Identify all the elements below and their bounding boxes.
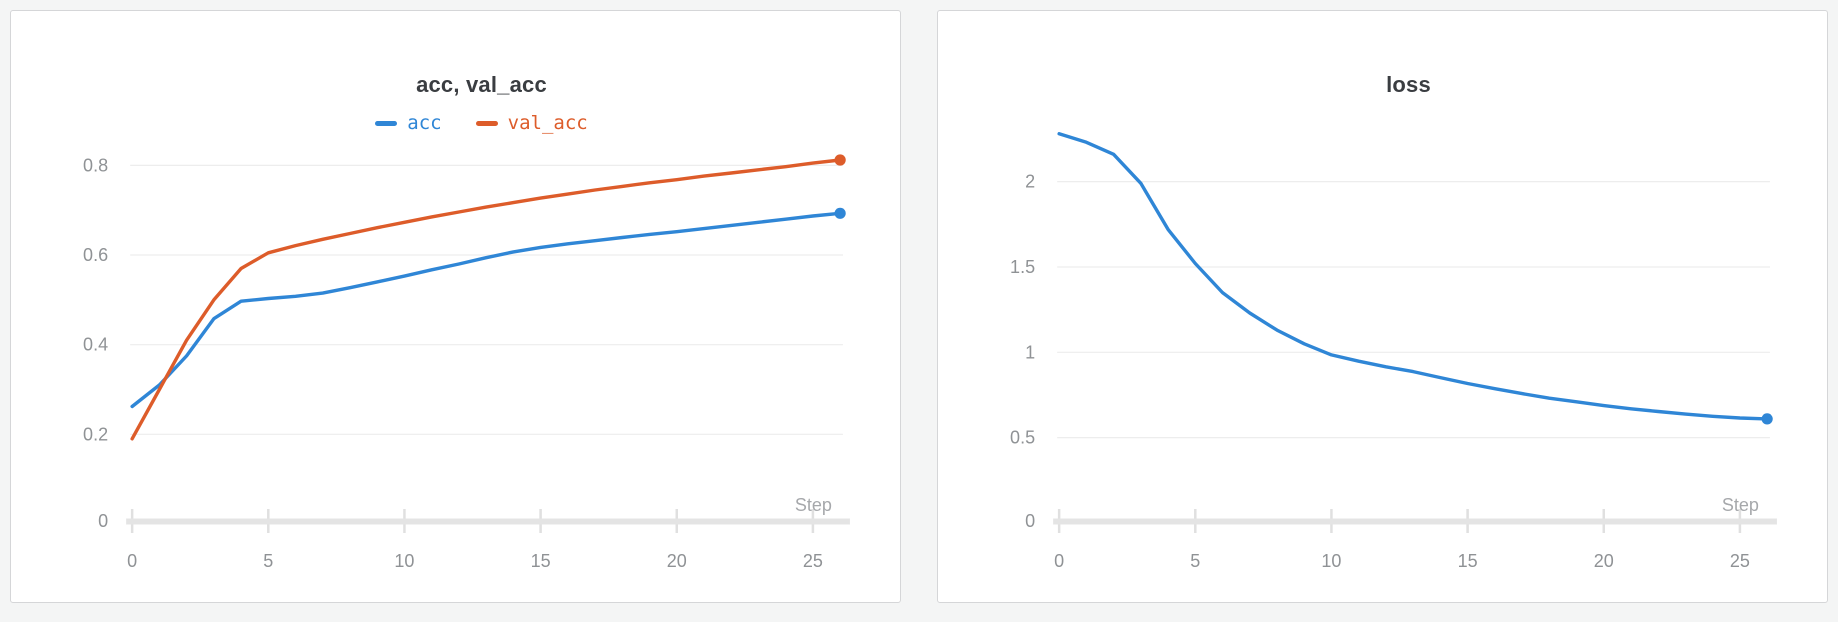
- y-tick-label: 0.4: [83, 335, 108, 355]
- y-tick-label: 0: [98, 511, 108, 531]
- y-tick-label: 0: [1025, 511, 1035, 531]
- legend-label-acc: acc: [407, 112, 442, 134]
- series-line-acc[interactable]: [130, 211, 842, 409]
- chart-panel-acc[interactable]: 0 5 10 15 20 25 0.8 0.6 0.4 0.2 0 Step acc, val_acc…: [10, 10, 901, 603]
- x-tick-label: 5: [263, 551, 273, 571]
- x-tick-label: 20: [1594, 551, 1614, 571]
- legend-swatch-acc: [375, 121, 398, 126]
- x-axis-label: Step: [1722, 495, 1759, 515]
- x-tick-label: 25: [1730, 551, 1750, 571]
- x-tick-label: 20: [667, 551, 687, 571]
- y-tick-label: 0.6: [83, 245, 108, 265]
- series-line-loss[interactable]: [1057, 132, 1769, 421]
- x-tick-label: 10: [394, 551, 414, 571]
- series-end-dot-loss[interactable]: [1761, 413, 1773, 425]
- series-end-dot-acc[interactable]: [834, 207, 846, 219]
- acc-chart-svg[interactable]: 0 5 10 15 20 25 0.8 0.6 0.4 0.2 0 Step: [11, 11, 900, 602]
- series-end-dot-val_acc[interactable]: [834, 154, 846, 166]
- x-axis-bar: [126, 518, 850, 525]
- legend-swatch-val-acc: [475, 121, 498, 126]
- x-tick-label: 5: [1190, 551, 1200, 571]
- y-tick-label: 0.5: [1010, 428, 1035, 448]
- x-tick-label: 25: [803, 551, 823, 571]
- y-tick-label: 0.8: [83, 155, 108, 175]
- x-tick-label: 0: [1054, 551, 1064, 571]
- chart-title: loss: [1386, 72, 1431, 97]
- x-tick-label: 10: [1321, 551, 1341, 571]
- x-tick-label: 0: [127, 551, 137, 571]
- chart-legend: acc val_acc: [120, 114, 843, 133]
- y-tick-label: 0.2: [83, 424, 108, 444]
- y-tick-label: 2: [1025, 172, 1035, 192]
- series-line-val_acc[interactable]: [130, 158, 842, 441]
- loss-chart-svg[interactable]: 0 5 10 15 20 25 2 1.5 1 0.5 0 Step: [938, 11, 1827, 602]
- chart-panel-loss[interactable]: 0 5 10 15 20 25 2 1.5 1 0.5 0 Step loss: [937, 10, 1828, 603]
- y-tick-label: 1: [1025, 342, 1035, 362]
- legend-label-val-acc: val_acc: [507, 112, 588, 134]
- x-axis-bar: [1053, 518, 1777, 525]
- x-axis-label: Step: [795, 495, 832, 515]
- legend-item-acc: acc: [375, 112, 442, 134]
- y-tick-label: 1.5: [1010, 257, 1035, 277]
- chart-title: acc, val_acc: [416, 72, 547, 97]
- legend-item-val-acc: val_acc: [475, 112, 588, 134]
- x-tick-label: 15: [531, 551, 551, 571]
- x-tick-label: 15: [1458, 551, 1478, 571]
